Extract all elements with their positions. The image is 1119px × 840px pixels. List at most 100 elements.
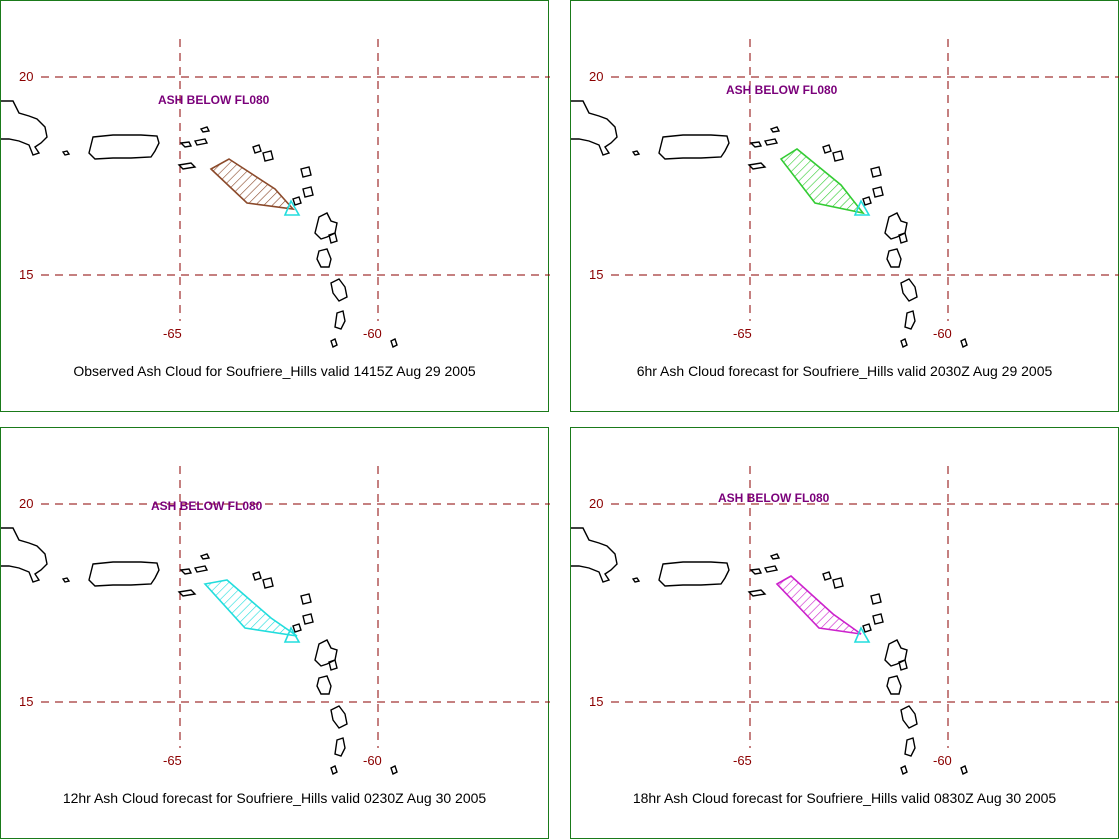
st-martin: [262, 150, 274, 162]
lat-label-20: 20: [589, 69, 604, 84]
puerto-rico-coast: [88, 561, 160, 587]
map-canvas: [1, 466, 550, 775]
guadeloupe: [314, 639, 338, 667]
barbados: [960, 765, 968, 775]
map-canvas: [1, 39, 550, 348]
martinique: [900, 705, 918, 729]
guadeloupe: [884, 212, 908, 240]
antigua: [302, 186, 314, 198]
st-lucia: [904, 737, 916, 757]
dominica: [886, 675, 902, 695]
culebra-island: [749, 568, 763, 575]
ash-level-label: ASH BELOW FL080: [158, 93, 270, 107]
hispaniola-coast: [571, 100, 618, 156]
puerto-rico-coast: [88, 134, 160, 160]
martinique: [330, 278, 348, 302]
virgin-isl-2: [199, 126, 211, 133]
guadeloupe: [884, 639, 908, 667]
mona-island: [631, 577, 641, 583]
st-vincent: [330, 765, 338, 775]
anguilla: [822, 144, 832, 154]
st-vincent: [900, 765, 908, 775]
lat-label-20: 20: [19, 496, 34, 511]
puerto-rico-coast: [658, 134, 730, 160]
vieques-island: [177, 589, 197, 597]
culebra-island: [179, 141, 193, 148]
map-panel-18hr: 20 15 -65 -60 ASH BELOW FL080 18hr Ash C…: [570, 427, 1119, 839]
panel-caption: 12hr Ash Cloud forecast for Soufriere_Hi…: [62, 790, 487, 806]
montserrat: [862, 623, 872, 633]
st-martin: [832, 150, 844, 162]
martinique: [900, 278, 918, 302]
dominica: [316, 675, 332, 695]
vieques-island: [747, 162, 767, 170]
ash-cloud-polygon: [775, 575, 862, 635]
hispaniola-coast: [571, 527, 618, 583]
culebra-island: [179, 568, 193, 575]
hispaniola-coast: [1, 100, 48, 156]
dominica: [886, 248, 902, 268]
puerto-rico-coast: [658, 561, 730, 587]
map-panel-observed: 20 15 -65 -60 ASH BELOW FL080 Observed A…: [0, 0, 550, 412]
mona-island: [61, 577, 71, 583]
volcano-marker-icon: [853, 199, 871, 216]
barbados: [390, 338, 398, 348]
marie-galante: [898, 659, 908, 671]
antigua: [872, 613, 884, 625]
virgin-isl-1: [193, 138, 209, 146]
st-lucia: [904, 310, 916, 330]
mona-island: [631, 150, 641, 156]
guadeloupe: [314, 212, 338, 240]
ash-level-label: ASH BELOW FL080: [726, 83, 838, 97]
antigua: [872, 186, 884, 198]
virgin-isl-1: [193, 565, 209, 573]
barbados: [390, 765, 398, 775]
volcano-marker-icon: [283, 199, 301, 216]
lon-label-65: -65: [163, 326, 182, 341]
anguilla: [252, 571, 262, 581]
ash-cloud-polygon: [779, 148, 865, 215]
montserrat: [292, 196, 302, 206]
lat-label-20: 20: [19, 69, 34, 84]
lat-label-20: 20: [589, 496, 604, 511]
lon-label-65: -65: [163, 753, 182, 768]
montserrat: [292, 623, 302, 633]
dominica: [316, 248, 332, 268]
vieques-island: [747, 589, 767, 597]
barbuda: [870, 593, 882, 605]
st-martin: [262, 577, 274, 589]
ash-level-label: ASH BELOW FL080: [718, 491, 830, 505]
antigua: [302, 613, 314, 625]
mona-island: [61, 150, 71, 156]
vieques-island: [177, 162, 197, 170]
st-lucia: [334, 737, 346, 757]
volcano-marker-icon: [853, 626, 871, 643]
ash-level-label: ASH BELOW FL080: [151, 499, 263, 513]
marie-galante: [328, 232, 338, 244]
lon-label-60: -60: [363, 753, 382, 768]
lat-label-15: 15: [589, 267, 604, 282]
map-panel-6hr: 20 15 -65 -60 ASH BELOW FL080 6hr Ash Cl…: [570, 0, 1119, 412]
virgin-isl-1: [763, 138, 779, 146]
lat-label-15: 15: [19, 694, 34, 709]
virgin-isl-1: [763, 565, 779, 573]
hispaniola-coast: [1, 527, 48, 583]
ash-cloud-polygon: [203, 579, 298, 637]
virgin-isl-2: [769, 553, 781, 560]
lat-label-15: 15: [19, 267, 34, 282]
panel-caption: 18hr Ash Cloud forecast for Soufriere_Hi…: [632, 790, 1057, 806]
lon-label-65: -65: [733, 326, 752, 341]
map-canvas: [571, 466, 1119, 775]
st-vincent: [900, 338, 908, 348]
lon-label-60: -60: [363, 326, 382, 341]
volcano-marker-icon: [283, 626, 301, 643]
martinique: [330, 705, 348, 729]
marie-galante: [328, 659, 338, 671]
virgin-isl-2: [769, 126, 781, 133]
lat-label-15: 15: [589, 694, 604, 709]
virgin-isl-2: [199, 553, 211, 560]
map-panel-12hr: 20 15 -65 -60 ASH BELOW FL080 12hr Ash C…: [0, 427, 550, 839]
marie-galante: [898, 232, 908, 244]
barbuda: [300, 166, 312, 178]
map-canvas: [571, 39, 1119, 348]
